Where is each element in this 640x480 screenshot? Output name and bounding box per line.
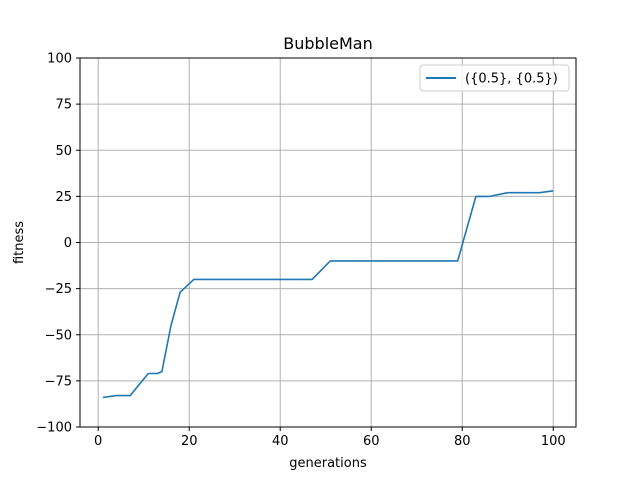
x-tick-label: 20 bbox=[181, 434, 198, 449]
x-tick-label: 40 bbox=[272, 434, 289, 449]
x-tick-label: 0 bbox=[94, 434, 102, 449]
y-tick-label: 75 bbox=[55, 98, 72, 113]
y-axis-ticks: −100 −75 −50 −25 0 25 50 75 100 bbox=[36, 52, 80, 436]
x-axis-ticks: 0 20 40 60 80 100 bbox=[94, 427, 566, 449]
legend-box bbox=[419, 64, 570, 92]
legend-label: ({0.5}, {0.5}) bbox=[465, 72, 558, 87]
y-tick-label: −50 bbox=[45, 328, 72, 343]
x-tick-label: 100 bbox=[541, 434, 566, 449]
y-tick-label: 100 bbox=[47, 52, 72, 67]
y-tick-label: 50 bbox=[55, 144, 72, 159]
y-tick-label: −25 bbox=[45, 282, 72, 297]
series-line bbox=[102, 190, 554, 399]
y-tick-label: −100 bbox=[36, 421, 72, 436]
y-axis-label: fitness bbox=[12, 221, 27, 264]
x-tick-label: 80 bbox=[454, 434, 471, 449]
series-layer bbox=[102, 190, 554, 399]
x-tick-label: 60 bbox=[363, 434, 380, 449]
y-tick-label: 25 bbox=[55, 190, 72, 205]
x-axis-label: generations bbox=[289, 456, 367, 471]
chart-title: BubbleMan bbox=[283, 34, 372, 53]
legend: ({0.5}, {0.5}) bbox=[419, 64, 570, 92]
y-tick-label: 0 bbox=[64, 236, 72, 251]
y-tick-label: −75 bbox=[45, 374, 72, 389]
